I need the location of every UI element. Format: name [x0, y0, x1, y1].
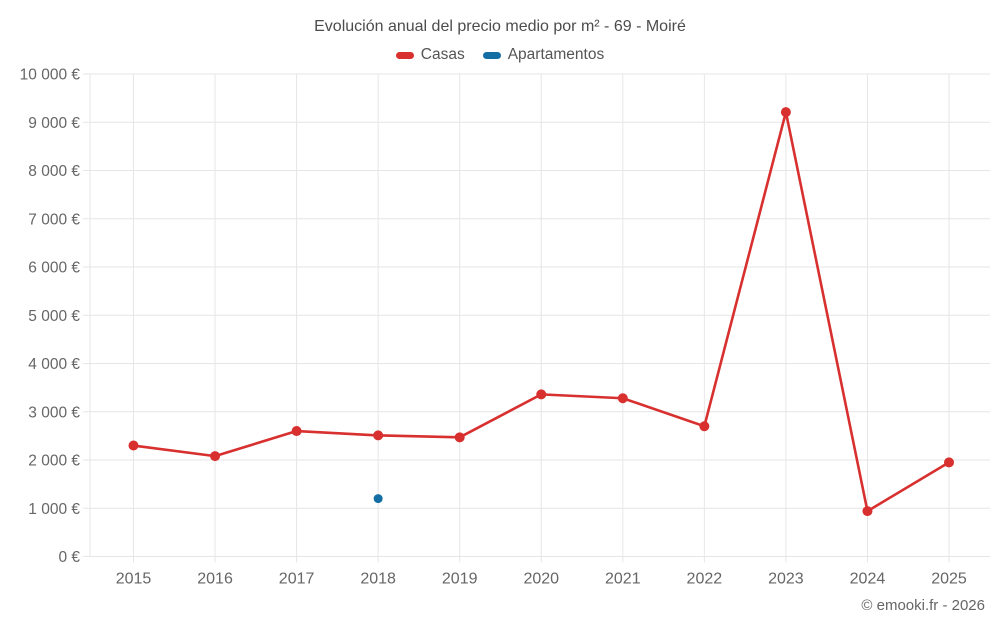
x-tick-label: 2024 [850, 571, 886, 588]
x-tick-label: 2015 [116, 571, 152, 588]
y-tick-label: 5 000 € [28, 308, 80, 325]
data-point-casas-2015[interactable] [128, 440, 139, 451]
data-point-casas-2018[interactable] [373, 430, 384, 441]
copyright-footer: © emooki.fr - 2026 [861, 597, 985, 614]
apartamentos-swatch-icon [482, 51, 501, 59]
y-tick-label: 7 000 € [28, 211, 80, 228]
data-point-apartamentos-2018[interactable] [373, 494, 383, 504]
legend-label-casas: Casas [420, 46, 465, 63]
y-tick-label: 0 € [58, 549, 80, 566]
legend-label-apartamentos: Apartamentos [507, 46, 605, 63]
data-point-casas-2020[interactable] [536, 389, 547, 400]
x-tick-label: 2021 [605, 571, 641, 588]
y-tick-label: 10 000 € [20, 67, 81, 84]
y-tick-label: 4 000 € [28, 356, 80, 373]
data-point-casas-2023[interactable] [780, 107, 791, 118]
x-tick-label: 2023 [768, 571, 804, 588]
data-point-casas-2019[interactable] [454, 432, 465, 443]
legend-item-casas[interactable]: Casas [395, 46, 465, 64]
legend-item-apartamentos[interactable]: Apartamentos [482, 46, 605, 64]
x-tick-label: 2018 [360, 571, 396, 588]
data-point-casas-2017[interactable] [291, 426, 302, 437]
y-tick-label: 1 000 € [28, 501, 80, 518]
chart-legend: Casas Apartamentos [0, 46, 1000, 64]
y-tick-label: 2 000 € [28, 453, 80, 470]
x-tick-label: 2025 [931, 571, 967, 588]
data-point-casas-2024[interactable] [862, 506, 873, 517]
data-point-casas-2021[interactable] [617, 393, 628, 404]
data-point-casas-2016[interactable] [210, 451, 221, 462]
x-tick-label: 2019 [442, 571, 478, 588]
data-point-casas-2025[interactable] [944, 457, 954, 468]
x-tick-label: 2017 [279, 571, 315, 588]
y-tick-label: 9 000 € [28, 115, 80, 132]
x-tick-label: 2016 [197, 571, 233, 588]
y-tick-label: 8 000 € [28, 163, 80, 180]
y-tick-label: 6 000 € [28, 260, 80, 277]
data-point-casas-2022[interactable] [699, 421, 710, 432]
x-tick-label: 2020 [523, 571, 559, 588]
chart-title: Evolución anual del precio medio por m² … [314, 18, 686, 35]
y-tick-label: 3 000 € [28, 404, 80, 421]
x-tick-label: 2022 [687, 571, 723, 588]
casas-swatch-icon [395, 51, 414, 59]
